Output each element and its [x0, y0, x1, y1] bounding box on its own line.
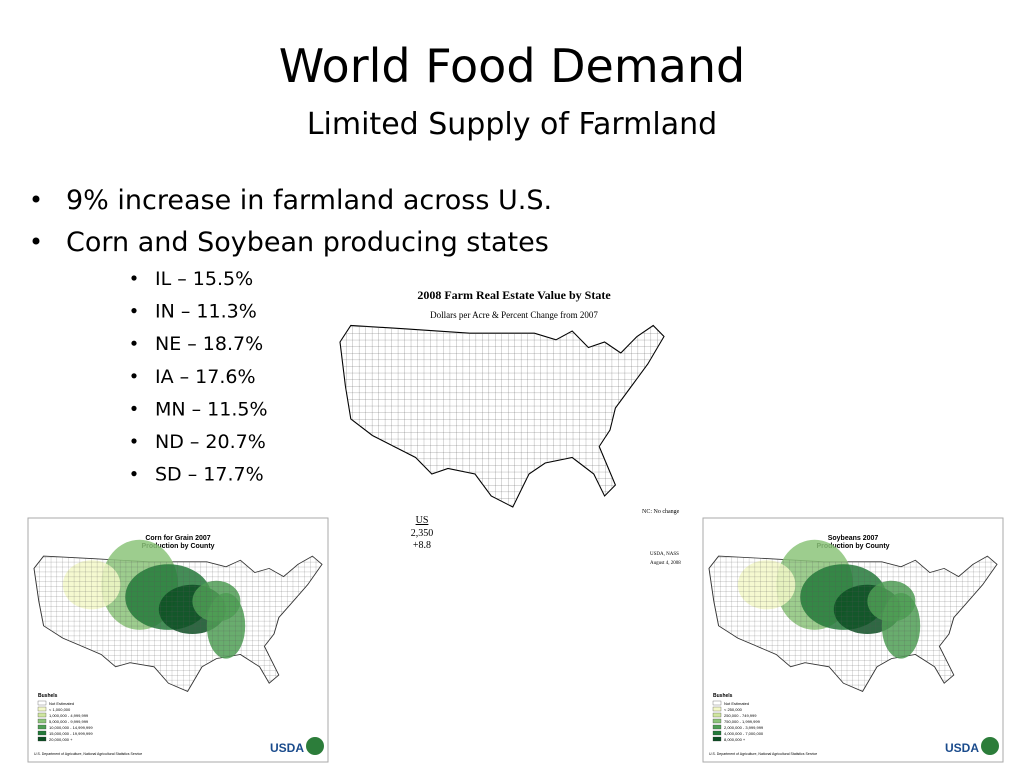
bullet-dot	[32, 237, 40, 245]
sub-bullet: MN – 11.5%	[155, 398, 268, 420]
legend-label: 8,000,000 +	[724, 737, 746, 742]
map-title: Soybeans 2007	[828, 535, 879, 542]
legend-label: < 1,000,000	[49, 707, 71, 712]
title: World Food Demand	[279, 39, 745, 93]
logo: USDA	[270, 741, 304, 755]
footer: U.S. Department of Agriculture, National…	[709, 752, 817, 756]
legend-swatch	[712, 700, 722, 706]
sub-bullet-dot	[131, 308, 137, 314]
subtitle: Limited Supply of Farmland	[307, 107, 717, 142]
footer: U.S. Department of Agriculture, National…	[34, 752, 142, 756]
legend-swatch	[37, 730, 47, 736]
legend-swatch	[37, 706, 47, 712]
sub-bullet-dot	[131, 405, 137, 411]
map-subtitle: Dollars per Acre & Percent Change from 2…	[430, 310, 598, 320]
legend-label: 4,000,000 - 7,000,000	[724, 731, 764, 736]
legend-label: 10,000,000 - 14,999,999	[49, 725, 93, 730]
date: August 4, 2008	[650, 561, 681, 566]
sub-bullet-dot	[131, 471, 137, 477]
sub-bullet: IN – 11.3%	[155, 301, 257, 323]
sub-bullet-dot	[131, 340, 137, 346]
legend-label: 750,000 - 1,999,999	[724, 719, 761, 724]
sub-bullet: SD – 17.7%	[155, 464, 264, 486]
bullet-list: 9% increase in farmland across U.S. Corn …	[32, 185, 552, 486]
sub-bullet-dot	[131, 275, 137, 281]
legend-label: Not Estimated	[724, 701, 749, 706]
sub-bullet: IA – 17.6%	[155, 366, 256, 388]
legend-label: 15,000,000 - 19,999,999	[49, 731, 93, 736]
map-title: 2008 Farm Real Estate Value by State	[417, 288, 611, 302]
value-map: 2008 Farm Real Estate Value by State Dol…	[339, 288, 681, 566]
legend-swatch	[37, 724, 47, 730]
legend-swatch	[37, 700, 47, 706]
legend-label: 20,000,000 +	[49, 737, 73, 742]
bullet: 9% increase in farmland across U.S.	[66, 185, 552, 216]
logo-seal	[306, 737, 324, 755]
sub-bullet-dot	[131, 373, 137, 379]
legend-swatch	[712, 712, 722, 718]
us-value: 2,350	[411, 528, 434, 539]
logo: USDA	[945, 741, 979, 755]
source: USDA, NASS	[650, 552, 679, 557]
legend-swatch	[712, 706, 722, 712]
legend-label: < 250,000	[724, 707, 743, 712]
sub-bullet-dot	[131, 438, 137, 444]
legend-swatch	[712, 730, 722, 736]
note: NC: No change	[642, 509, 680, 515]
sub-bullet: NE – 18.7%	[155, 333, 263, 355]
sub-bullet: IL – 15.5%	[155, 268, 253, 290]
legend-swatch	[712, 718, 722, 724]
legend-label: 2,000,000 - 3,999,999	[724, 725, 764, 730]
legend-title: Bushels	[38, 693, 58, 699]
legend-swatch	[37, 736, 47, 742]
map-title: Corn for Grain 2007	[145, 535, 210, 542]
legend-swatch	[712, 724, 722, 730]
us-label: US	[416, 515, 429, 526]
legend-title: Bushels	[713, 693, 733, 699]
map-subtitle: Production by County	[141, 543, 214, 550]
legend-label: 250,000 - 749,999	[724, 713, 757, 718]
legend-swatch	[712, 736, 722, 742]
legend-swatch	[37, 718, 47, 724]
logo-seal	[981, 737, 999, 755]
state-lines	[340, 325, 664, 507]
legend-label: Not Estimated	[49, 701, 74, 706]
us-change: +8.8	[413, 540, 431, 551]
map-subtitle: Production by County	[816, 543, 889, 550]
bullet-dot	[32, 195, 40, 203]
legend-label: 1,000,000 - 4,999,999	[49, 713, 89, 718]
legend-label: 5,000,000 - 9,999,999	[49, 719, 89, 724]
bullet: Corn and Soybean producing states	[66, 227, 549, 258]
legend-swatch	[37, 712, 47, 718]
sub-bullet: ND – 20.7%	[155, 431, 266, 453]
